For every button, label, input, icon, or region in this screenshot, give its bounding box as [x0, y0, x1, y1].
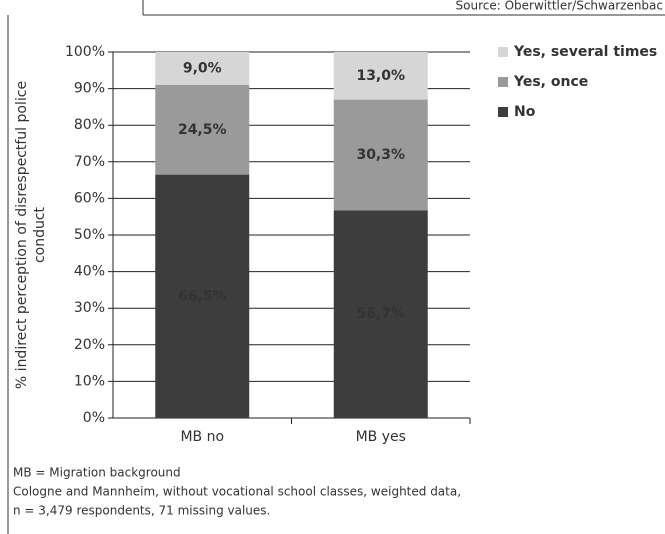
legend-label: Yes, several times: [513, 44, 657, 60]
note: Cologne and Mannheim, without vocational…: [13, 485, 461, 499]
y-tick-label: 60%: [74, 190, 105, 206]
bar-segment: [333, 52, 428, 100]
x-tick-label: MB no: [180, 429, 224, 445]
y-tick-label: 30%: [74, 300, 105, 316]
y-tick-label: 0%: [83, 410, 105, 426]
note: n = 3,479 respondents, 71 missing values…: [13, 504, 270, 518]
bar-segment: [333, 99, 428, 211]
data-label: 30,3%: [356, 147, 405, 163]
legend-label: Yes, once: [513, 74, 588, 90]
y-tick-label: 20%: [74, 337, 105, 353]
legend-swatch: [498, 107, 508, 117]
bar-segment: [333, 210, 428, 418]
data-label: 56,7%: [356, 306, 405, 322]
y-axis-label: conduct: [32, 206, 48, 263]
y-tick-label: 90%: [74, 81, 105, 97]
y-tick-label: 70%: [74, 154, 105, 170]
x-tick-label: MB yes: [356, 429, 406, 445]
data-label: 24,5%: [178, 122, 227, 138]
data-label: 66,5%: [178, 288, 227, 304]
bar-segment: [155, 84, 250, 175]
y-tick-label: 100%: [65, 44, 105, 60]
data-label: 9,0%: [183, 60, 222, 76]
bar-segment: [155, 174, 250, 418]
y-tick-label: 80%: [74, 117, 105, 133]
y-axis-label: % indirect perception of disrespectful p…: [14, 81, 30, 389]
legend-label: No: [514, 104, 536, 120]
y-tick-label: 50%: [74, 227, 105, 243]
bar-segment: [155, 52, 250, 85]
legend-swatch: [498, 47, 508, 57]
legend-swatch: [498, 77, 508, 87]
source: Source: Oberwittler/Schwarzenbac: [456, 0, 663, 13]
y-tick-label: 10%: [74, 373, 105, 389]
data-label: 13,0%: [356, 68, 405, 84]
y-tick-label: 40%: [74, 264, 105, 280]
note: MB = Migration background: [13, 466, 181, 480]
